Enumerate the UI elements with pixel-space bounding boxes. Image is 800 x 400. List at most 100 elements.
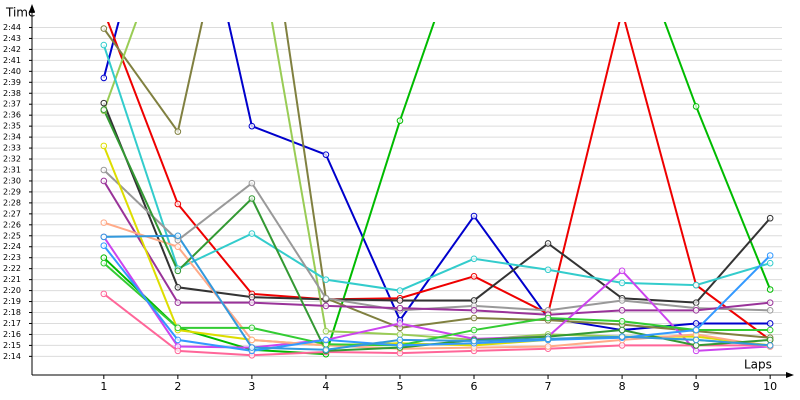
data-point [766, 320, 774, 327]
data-point [248, 336, 256, 344]
data-point [174, 336, 182, 344]
data-point [248, 195, 256, 202]
y-tick-label: 2:25 [3, 231, 21, 240]
y-tick-label: 2:37 [3, 100, 21, 109]
data-point [322, 336, 330, 344]
data-point [544, 240, 552, 247]
data-point [396, 320, 404, 327]
data-point [692, 336, 700, 344]
data-point [396, 342, 404, 349]
x-tick-label: 9 [693, 380, 700, 393]
data-point [100, 242, 108, 249]
data-point [248, 324, 256, 332]
data-point [174, 267, 182, 275]
data-point [174, 128, 182, 135]
y-tick-label: 2:19 [3, 297, 21, 306]
data-point [618, 297, 626, 304]
data-point [248, 344, 256, 351]
data-point [692, 326, 700, 334]
data-point [100, 106, 108, 114]
data-point [100, 166, 108, 174]
series-line [102, 180, 771, 316]
data-point [766, 259, 774, 267]
data-point [692, 320, 700, 327]
y-tick-label: 2:43 [3, 34, 21, 43]
y-tick-label: 2:41 [3, 56, 21, 65]
y-tick-label: 2:36 [3, 111, 21, 120]
y-tick-label: 2:40 [3, 67, 21, 76]
data-point [248, 299, 256, 306]
series-line [103, 245, 771, 352]
data-point [100, 290, 108, 298]
data-point [100, 254, 108, 261]
data-point [618, 333, 626, 340]
data-point [322, 276, 330, 283]
data-point [766, 307, 774, 314]
data-point [100, 25, 108, 32]
y-axis-title: Time [5, 6, 35, 20]
data-point [766, 286, 774, 293]
data-point [396, 297, 404, 304]
data-point [322, 294, 330, 302]
data-point [692, 307, 700, 314]
data-point [618, 326, 626, 334]
y-tick-label: 2:35 [3, 122, 21, 131]
x-tick-label: 8 [619, 380, 626, 393]
y-tick-label: 2:15 [3, 341, 21, 350]
y-tick-label: 2:32 [3, 155, 21, 164]
y-tick-label: 2:39 [3, 78, 21, 87]
data-point [322, 302, 330, 310]
x-tick-label: 10 [763, 380, 777, 393]
y-tick-label: 2:16 [3, 330, 21, 339]
data-point [248, 293, 256, 301]
y-tick-label: 2:27 [3, 209, 21, 218]
plot-area [100, 8, 774, 359]
data-point [322, 151, 330, 158]
data-point [692, 281, 700, 289]
data-point [618, 317, 626, 325]
data-point [100, 99, 108, 107]
series-line [102, 22, 771, 332]
y-tick-label: 2:28 [3, 198, 21, 207]
data-point [544, 343, 552, 350]
data-point [618, 279, 626, 287]
series-line [103, 22, 771, 339]
series-line [102, 109, 771, 352]
x-axis-title: Laps [744, 358, 772, 372]
data-point [766, 252, 774, 259]
data-point [619, 8, 625, 14]
data-point [100, 142, 108, 150]
data-point [766, 214, 774, 222]
data-point [618, 267, 626, 275]
data-point [470, 255, 478, 263]
x-tick-label: 7 [545, 380, 552, 393]
data-point [322, 327, 330, 335]
series-line [103, 293, 771, 357]
y-tick-label: 2:17 [3, 319, 21, 328]
data-point [766, 326, 774, 334]
data-point [766, 336, 774, 344]
data-point [692, 299, 700, 306]
y-tick-label: 2:29 [3, 187, 21, 196]
data-point [766, 299, 774, 306]
data-point [100, 177, 108, 185]
data-point [396, 287, 404, 294]
data-point [174, 243, 182, 251]
data-point [322, 346, 330, 354]
y-tick-label: 2:38 [3, 89, 21, 98]
series-line [106, 22, 771, 341]
y-tick-label: 2:30 [3, 176, 21, 185]
x-tick-label: 2 [174, 380, 181, 393]
data-point [470, 212, 478, 220]
y-tick-label: 2:42 [3, 45, 21, 54]
data-point [100, 259, 108, 267]
y-tick-label: 2:34 [3, 133, 21, 142]
y-tick-label: 2:23 [3, 253, 21, 262]
y-tick-label: 2:20 [3, 286, 21, 295]
data-point [544, 314, 552, 322]
x-tick-label: 4 [322, 380, 329, 393]
data-point [470, 297, 478, 304]
x-tick-label: 3 [248, 380, 255, 393]
data-point [470, 273, 478, 280]
